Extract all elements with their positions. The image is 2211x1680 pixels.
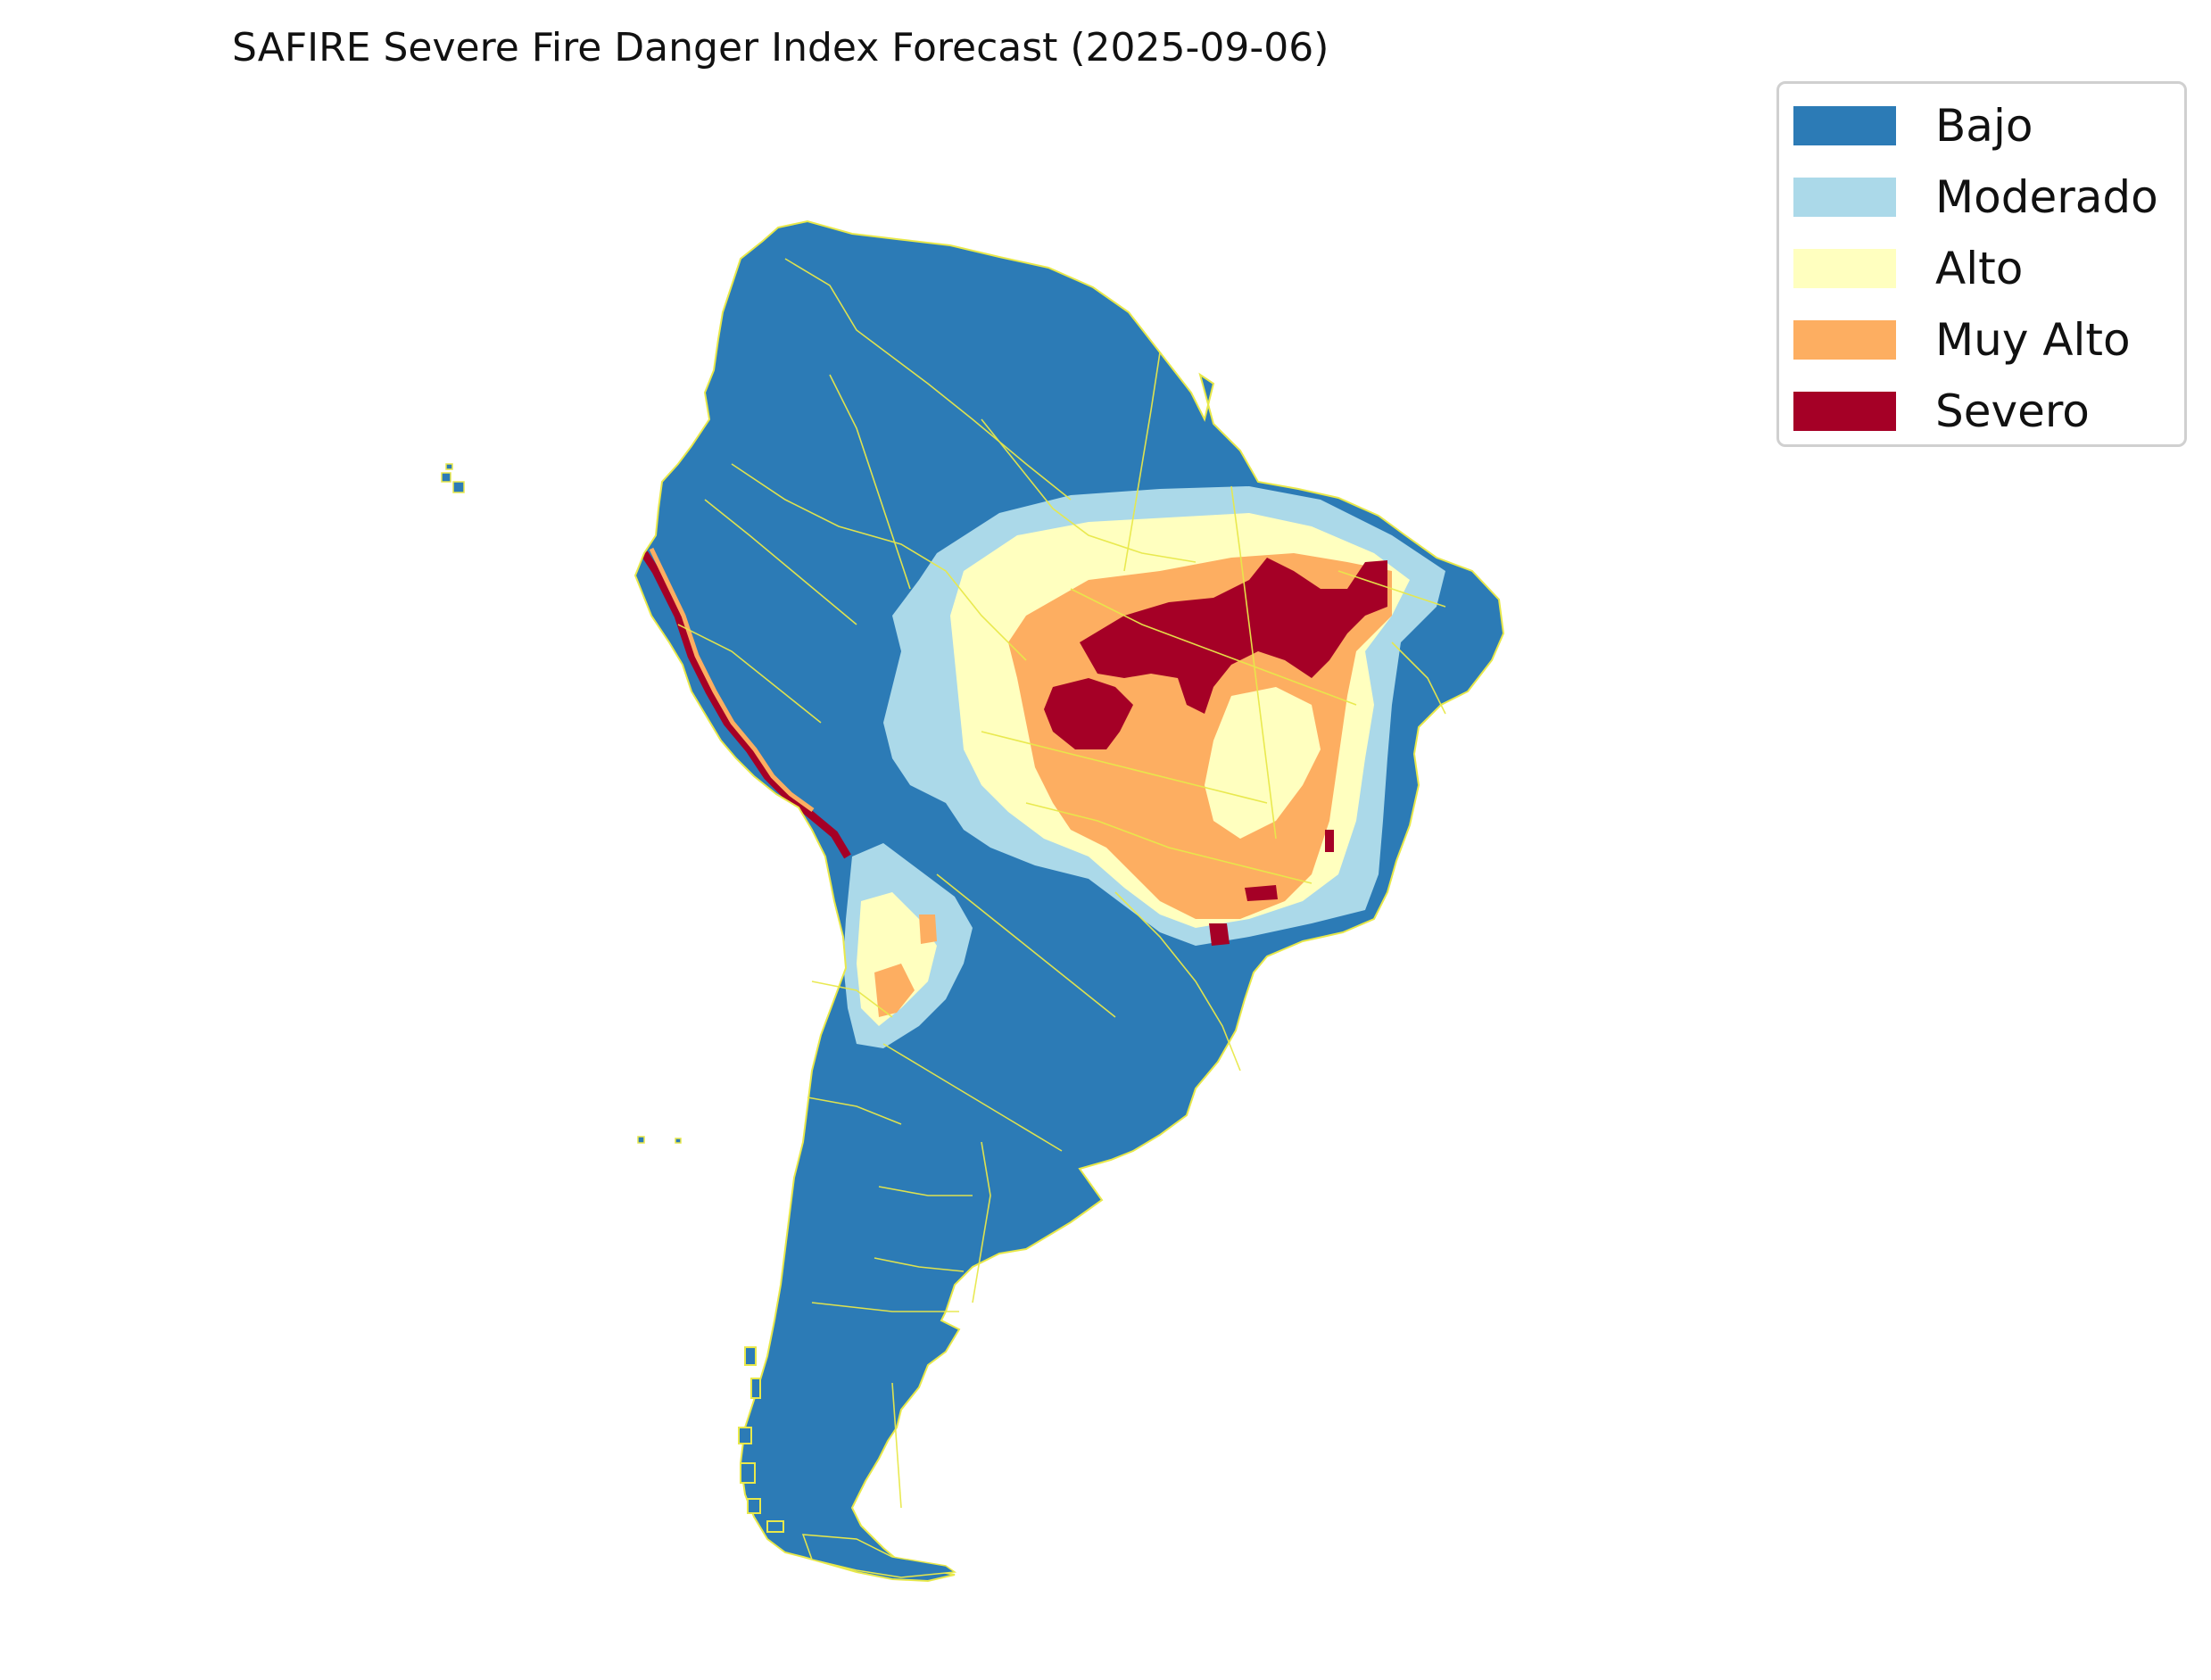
galapagos-islands <box>441 463 465 493</box>
legend-swatch-moderado <box>1793 178 1896 217</box>
legend-label-severo: Severo <box>1935 385 2090 437</box>
severo-spot-east <box>1325 830 1334 852</box>
severo-zone-west <box>1044 678 1133 749</box>
falkland-islands <box>637 1136 682 1144</box>
andes-muy-alto-patch-2 <box>919 914 937 944</box>
coast-severo-strip <box>641 550 851 859</box>
legend-swatch-severo <box>1793 392 1896 431</box>
legend-item-severo: Severo <box>1793 385 2090 438</box>
map-title: SAFIRE Severe Fire Danger Index Forecast… <box>232 25 1329 70</box>
legend-swatch-muy-alto <box>1793 320 1896 360</box>
chilean-archipelago <box>738 1346 784 1533</box>
legend: Bajo Moderado Alto Muy Alto Severo <box>1776 81 2187 447</box>
legend-item-alto: Alto <box>1793 242 2023 295</box>
legend-item-bajo: Bajo <box>1793 99 2033 153</box>
severo-spot-southeast <box>1245 885 1278 901</box>
legend-swatch-bajo <box>1793 106 1896 145</box>
legend-label-muy-alto: Muy Alto <box>1935 314 2131 366</box>
severo-spot-south <box>1209 923 1230 946</box>
south-america-landmass <box>634 220 1504 1582</box>
legend-label-bajo: Bajo <box>1935 100 2033 152</box>
legend-item-moderado: Moderado <box>1793 170 2158 224</box>
legend-swatch-alto <box>1793 249 1896 288</box>
tierra-del-fuego <box>801 1534 957 1578</box>
alto-patch <box>1205 687 1321 839</box>
admin-borders <box>677 258 1446 1509</box>
coast-muy-alto-strip <box>649 547 815 813</box>
legend-label-moderado: Moderado <box>1935 171 2158 223</box>
severo-zone-north <box>1080 558 1387 714</box>
legend-item-muy-alto: Muy Alto <box>1793 313 2131 367</box>
legend-label-alto: Alto <box>1935 243 2024 294</box>
andes-muy-alto-patch <box>874 964 915 1017</box>
